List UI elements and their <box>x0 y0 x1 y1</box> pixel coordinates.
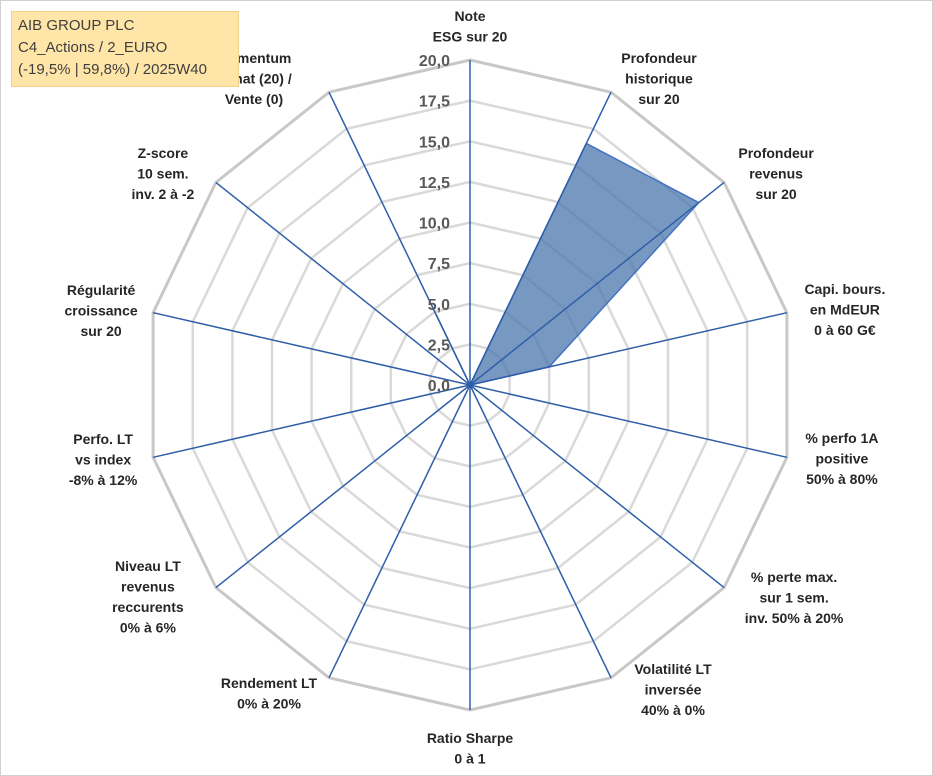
axis-label-line: sur 20 <box>755 186 796 202</box>
category-line: C4_Actions / 2_EURO <box>18 39 168 56</box>
company-info-box: AIB GROUP PLC C4_Actions / 2_EURO (-19,5… <box>11 11 239 87</box>
axis-spoke <box>469 181 725 386</box>
axis-label-line: reccurents <box>112 599 184 615</box>
tick-label: 12,5 <box>419 175 450 192</box>
axis-spoke <box>469 384 725 589</box>
axis-label-line: ESG sur 20 <box>433 29 508 45</box>
axis-label-line: revenus <box>121 579 175 595</box>
axis-label-line: croissance <box>65 303 138 319</box>
tick-label: 5,0 <box>428 297 450 314</box>
axis-labels: Note ESG sur 20 Profondeur historique sur 20… <box>65 8 886 767</box>
tick-label: 17,5 <box>419 94 450 111</box>
axis-label-line: Régularité <box>67 282 136 298</box>
axis-label-line: 0% à 6% <box>120 620 177 636</box>
axis-label: Profondeur historique sur 20 <box>621 50 697 107</box>
axis-spoke <box>215 181 471 386</box>
axis-label-line: sur 1 sem. <box>759 590 828 606</box>
axis-label-line: en MdEUR <box>810 302 880 318</box>
axis-label-line: Volatilité LT <box>634 661 712 677</box>
axis-label-line: historique <box>625 71 693 87</box>
axis-label-line: inv. 2 à -2 <box>132 186 195 202</box>
axis-label-line: % perfo 1A <box>805 430 878 446</box>
axis-label-line: sur 20 <box>80 323 121 339</box>
axis-spoke <box>152 311 471 386</box>
axis-spoke <box>152 384 471 459</box>
axis-label-line: -8% à 12% <box>69 472 138 488</box>
axis-label-line: 0 à 60 G€ <box>814 322 876 338</box>
axis-label: % perte max. sur 1 sem. inv. 50% à 20% <box>745 569 844 626</box>
axis-label-line: Rendement LT <box>221 675 318 691</box>
axis-label-line: Perfo. LT <box>73 431 133 447</box>
company-name: AIB GROUP PLC <box>18 17 135 34</box>
axis-label-line: positive <box>815 451 868 467</box>
axis-label-line: Vente (0) <box>225 91 283 107</box>
axis-label: Volatilité LT inversée 40% à 0% <box>634 661 712 718</box>
axis-label-line: 10 sem. <box>137 166 188 182</box>
axis-label-line: inv. 50% à 20% <box>745 610 844 626</box>
axis-label-line: Profondeur <box>738 145 814 161</box>
axis-spoke <box>469 311 788 386</box>
axis-label-line: % perte max. <box>751 569 837 585</box>
axis-label-line: Niveau LT <box>115 558 181 574</box>
tick-label: 7,5 <box>428 256 450 273</box>
axis-label-line: revenus <box>749 166 803 182</box>
axis-label-line: Z-score <box>138 145 189 161</box>
axis-spoke <box>469 384 612 679</box>
radar-spokes <box>152 60 788 710</box>
axis-label: % perfo 1A positive 50% à 80% <box>805 430 878 487</box>
tick-label: 15,0 <box>419 134 450 151</box>
axis-label: Capi. bours. en MdEUR 0 à 60 G€ <box>804 281 885 338</box>
axis-label-line: 0% à 20% <box>237 696 301 712</box>
axis-label-line: inversée <box>645 682 702 698</box>
performance-line: (-19,5% | 59,8%) / 2025W40 <box>18 61 207 78</box>
axis-spoke <box>328 384 471 679</box>
axis-label: Régularité croissance sur 20 <box>65 282 138 339</box>
axis-label: Perfo. LT vs index -8% à 12% <box>69 431 138 488</box>
axis-spoke <box>215 384 471 589</box>
axis-label-line: 40% à 0% <box>641 702 705 718</box>
tick-label: 2,5 <box>428 337 450 354</box>
axis-label-line: 50% à 80% <box>806 471 878 487</box>
tick-label: 10,0 <box>419 216 450 233</box>
axis-spoke <box>469 384 788 459</box>
axis-spoke <box>328 91 471 386</box>
axis-label-line: Ratio Sharpe <box>427 730 514 746</box>
axis-label-line: vs index <box>75 452 131 468</box>
axis-label: Z-score 10 sem. inv. 2 à -2 <box>132 145 195 202</box>
axis-label-line: Profondeur <box>621 50 697 66</box>
tick-label: 0,0 <box>428 378 450 395</box>
axis-label: Note ESG sur 20 <box>433 8 508 45</box>
axis-label-line: 0 à 1 <box>454 751 485 767</box>
radial-tick-labels: 0,0 2,5 5,0 7,5 10,0 12,5 15,0 17,5 20,0 <box>419 53 450 395</box>
axis-label: Rendement LT 0% à 20% <box>221 675 318 712</box>
axis-label: Niveau LT revenus reccurents 0% à 6% <box>112 558 184 636</box>
tick-label: 20,0 <box>419 53 450 70</box>
axis-label: Profondeur revenus sur 20 <box>738 145 814 202</box>
axis-label: Ratio Sharpe 0 à 1 <box>427 730 514 767</box>
axis-label-line: sur 20 <box>638 91 679 107</box>
axis-label-line: Note <box>454 8 485 24</box>
axis-label-line: Capi. bours. <box>804 281 885 297</box>
axis-spoke <box>469 91 612 386</box>
